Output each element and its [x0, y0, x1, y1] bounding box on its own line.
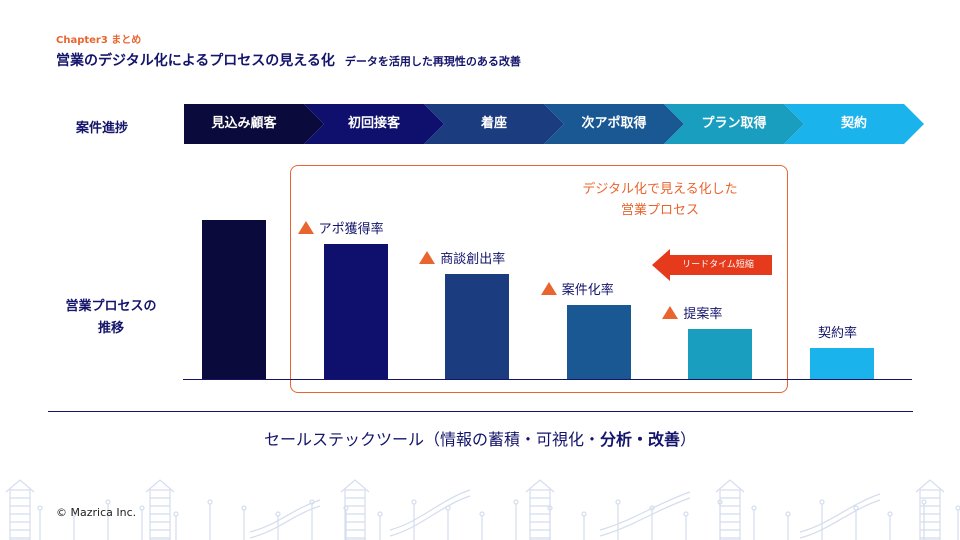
bar-label-3: 案件化率 [540, 279, 614, 298]
bar-label-text-4: 提案率 [683, 306, 723, 322]
stage-chevron-3 [544, 104, 684, 144]
stage-chevron-4 [664, 104, 804, 144]
slide-subtitle: データを活用した再現性のある改善 [344, 55, 521, 68]
funnel-bar-5 [810, 348, 874, 380]
stage-label-3: 次アポ取得 [581, 116, 647, 131]
stage-label-5: 契約 [840, 116, 867, 131]
bar-label-text-1: アポ獲得率 [318, 222, 384, 237]
funnel-bar-3 [566, 304, 631, 380]
section-divider [48, 411, 913, 412]
improvement-triangle-icon [662, 305, 679, 319]
bar-label-1: アポ獲得率 [297, 218, 384, 237]
tool-prefix: セールステックツール（情報の蓄積・可視化・ [263, 430, 600, 449]
transition-row-label: 営業プロセスの 推移 [62, 296, 160, 340]
slide-title: 営業のデジタル化によるプロセスの見える化 データを活用した再現性のある改善 [56, 50, 521, 70]
stage-label-1: 初回接客 [347, 116, 400, 131]
funnel-bar-2 [445, 274, 510, 380]
funnel-bar-0 [202, 220, 266, 380]
bar-label-text-3: 案件化率 [561, 282, 614, 298]
chapter-label: Chapter3 まとめ [56, 35, 142, 46]
digitalized-process-frame [290, 165, 788, 393]
funnel-bar-1 [323, 244, 388, 380]
title-text: 営業のデジタル化によるプロセスの見える化 [56, 53, 335, 69]
bar-label-2: 商談創出率 [419, 248, 505, 267]
funnel-bar-4 [688, 328, 753, 380]
stage-chevron-5 [784, 104, 924, 144]
stage-chevron-0 [184, 104, 324, 144]
frame-caption-line2: 営業プロセス [620, 203, 699, 218]
bar-label-text-5: 契約率 [818, 326, 858, 341]
sales-tech-caption: セールステックツール（情報の蓄積・可視化・分析・改善） [0, 426, 960, 450]
transition-label-line1: 営業プロセスの [65, 299, 157, 314]
stage-label-0: 見込み顧客 [211, 116, 277, 131]
stage-chevron-1 [304, 104, 444, 144]
bar-baseline [183, 379, 912, 380]
improvement-triangle-icon [297, 221, 314, 234]
lead-time-label: リードタイム短縮 [682, 260, 754, 270]
stage-label-2: 着座 [480, 116, 507, 131]
frame-caption: デジタル化で見える化した 営業プロセス [560, 179, 760, 221]
playground-skyline-illustration [5, 479, 960, 540]
lead-time-arrow [652, 249, 772, 281]
improvement-triangle-icon [419, 251, 436, 265]
bar-label-5: 契約率 [818, 322, 857, 341]
tool-suffix: ） [680, 430, 697, 449]
stages-row-label: 案件進捗 [76, 121, 129, 136]
frame-caption-line1: デジタル化で見える化した [582, 182, 738, 197]
stage-chevron-2 [424, 104, 564, 144]
transition-label-line2: 推移 [97, 321, 124, 336]
improvement-triangle-icon [540, 281, 557, 295]
bar-label-text-2: 商談創出率 [440, 252, 506, 268]
stage-label-4: プラン取得 [701, 116, 767, 131]
bar-label-4: 提案率 [662, 303, 722, 322]
copyright: © Mazrica Inc. [56, 506, 137, 519]
stage-chevrons [184, 104, 924, 144]
tool-bold: 分析・改善 [599, 430, 680, 449]
